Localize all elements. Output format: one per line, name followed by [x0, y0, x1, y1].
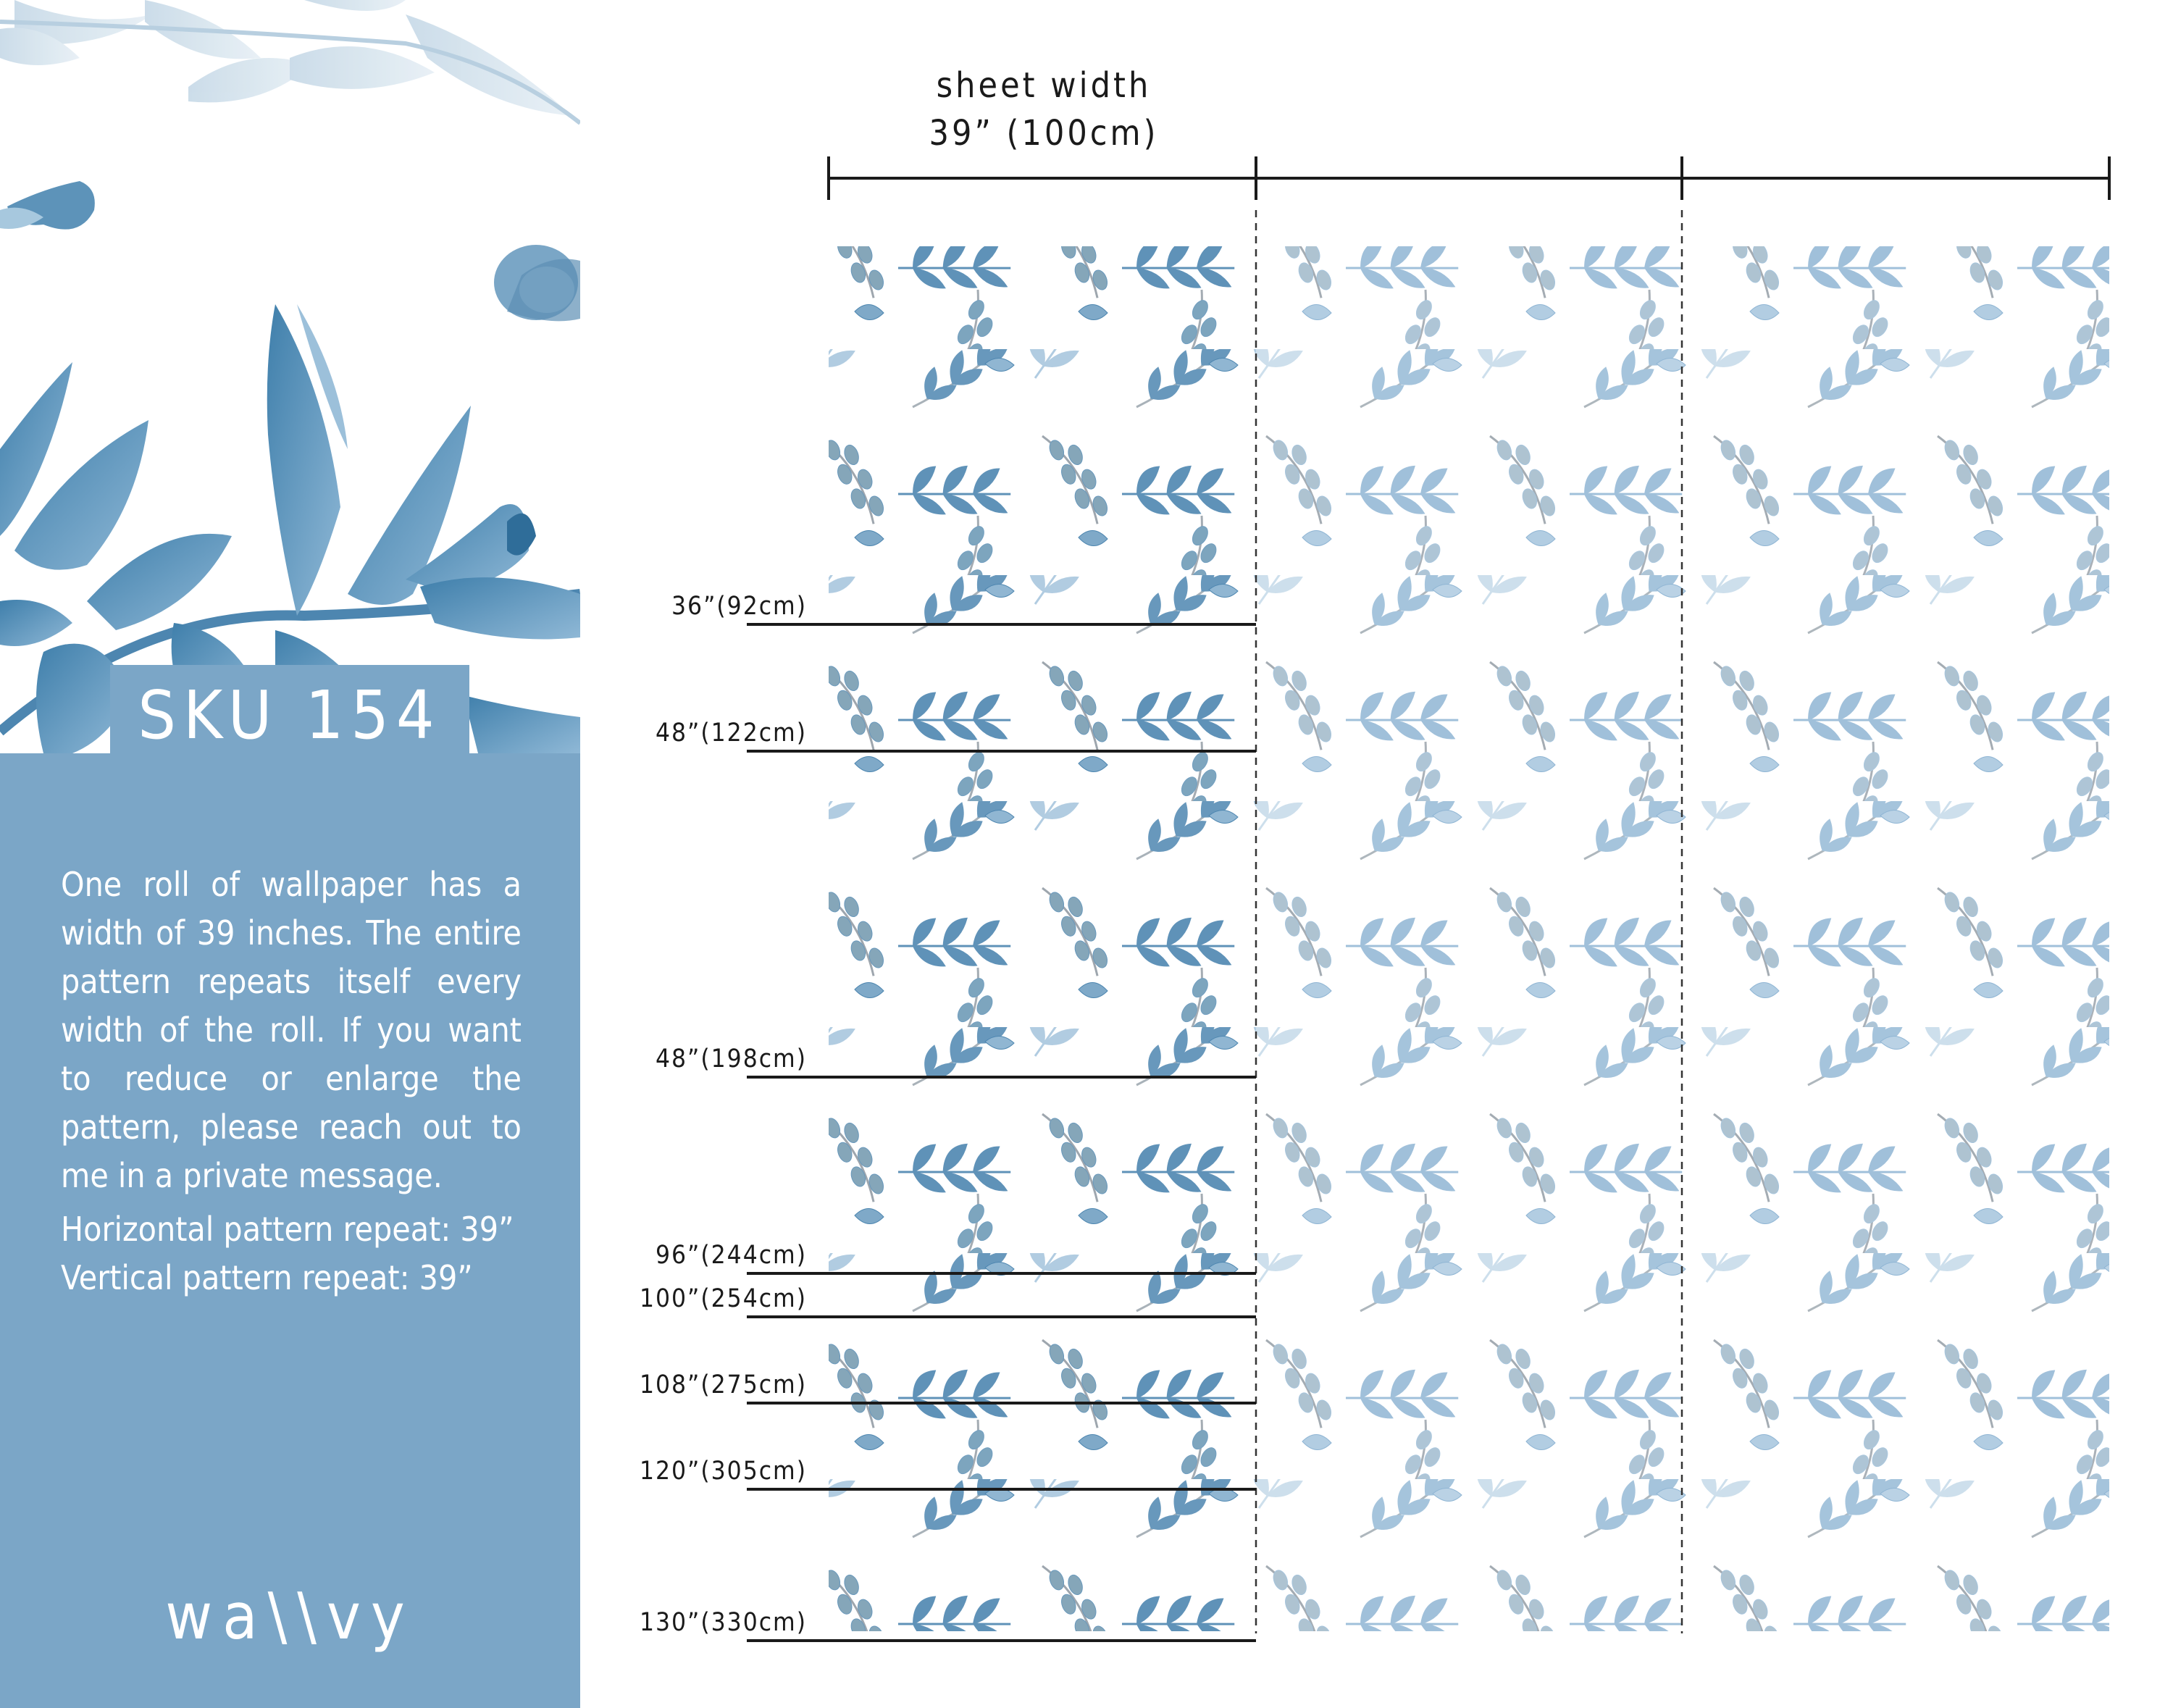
sheet-1-pattern	[829, 246, 1256, 1631]
info-panel	[0, 753, 580, 1708]
height-mark-label: 100”(254cm)	[640, 1284, 807, 1313]
height-mark-label: 120”(305cm)	[640, 1457, 807, 1486]
height-mark-label: 130”(330cm)	[640, 1608, 807, 1637]
vertical-repeat-text: Vertical pattern repeat: 39”	[61, 1258, 473, 1297]
height-mark-label: 48”(198cm)	[656, 1045, 807, 1073]
sku-label: SKU 154	[110, 665, 469, 765]
height-mark-label: 96”(244cm)	[656, 1241, 807, 1270]
left-panel: SKU 154 One roll of wallpaper has a widt…	[0, 0, 580, 1708]
description-text: One roll of wallpaper has a width of 39 …	[61, 865, 522, 1195]
horizontal-repeat-text: Horizontal pattern repeat: 39”	[61, 1210, 514, 1249]
leaf-illustration	[0, 0, 580, 753]
height-mark-label: 36”(92cm)	[671, 592, 807, 621]
height-marks: 36”(92cm) 48”(122cm) 48”(198cm) 96”(244cm) 1…	[640, 592, 1256, 1642]
sheet-width-label: sheet width	[937, 65, 1152, 106]
sheet-3-pattern	[1682, 246, 2109, 1631]
sheet-width-value: 39” (100cm)	[929, 113, 1159, 154]
sheet-2-pattern	[1256, 246, 1682, 1631]
pattern-repeat-info: Horizontal pattern repeat: 39” Vertical …	[61, 1205, 522, 1302]
wallpaper-preview: sheet width 39” (100cm) 36”(92cm) 48”(122…	[580, 0, 2173, 1708]
height-mark-label: 48”(122cm)	[656, 719, 807, 748]
brand-logo: wa\\vy	[165, 1579, 415, 1654]
height-mark-label: 108”(275cm)	[640, 1370, 807, 1399]
